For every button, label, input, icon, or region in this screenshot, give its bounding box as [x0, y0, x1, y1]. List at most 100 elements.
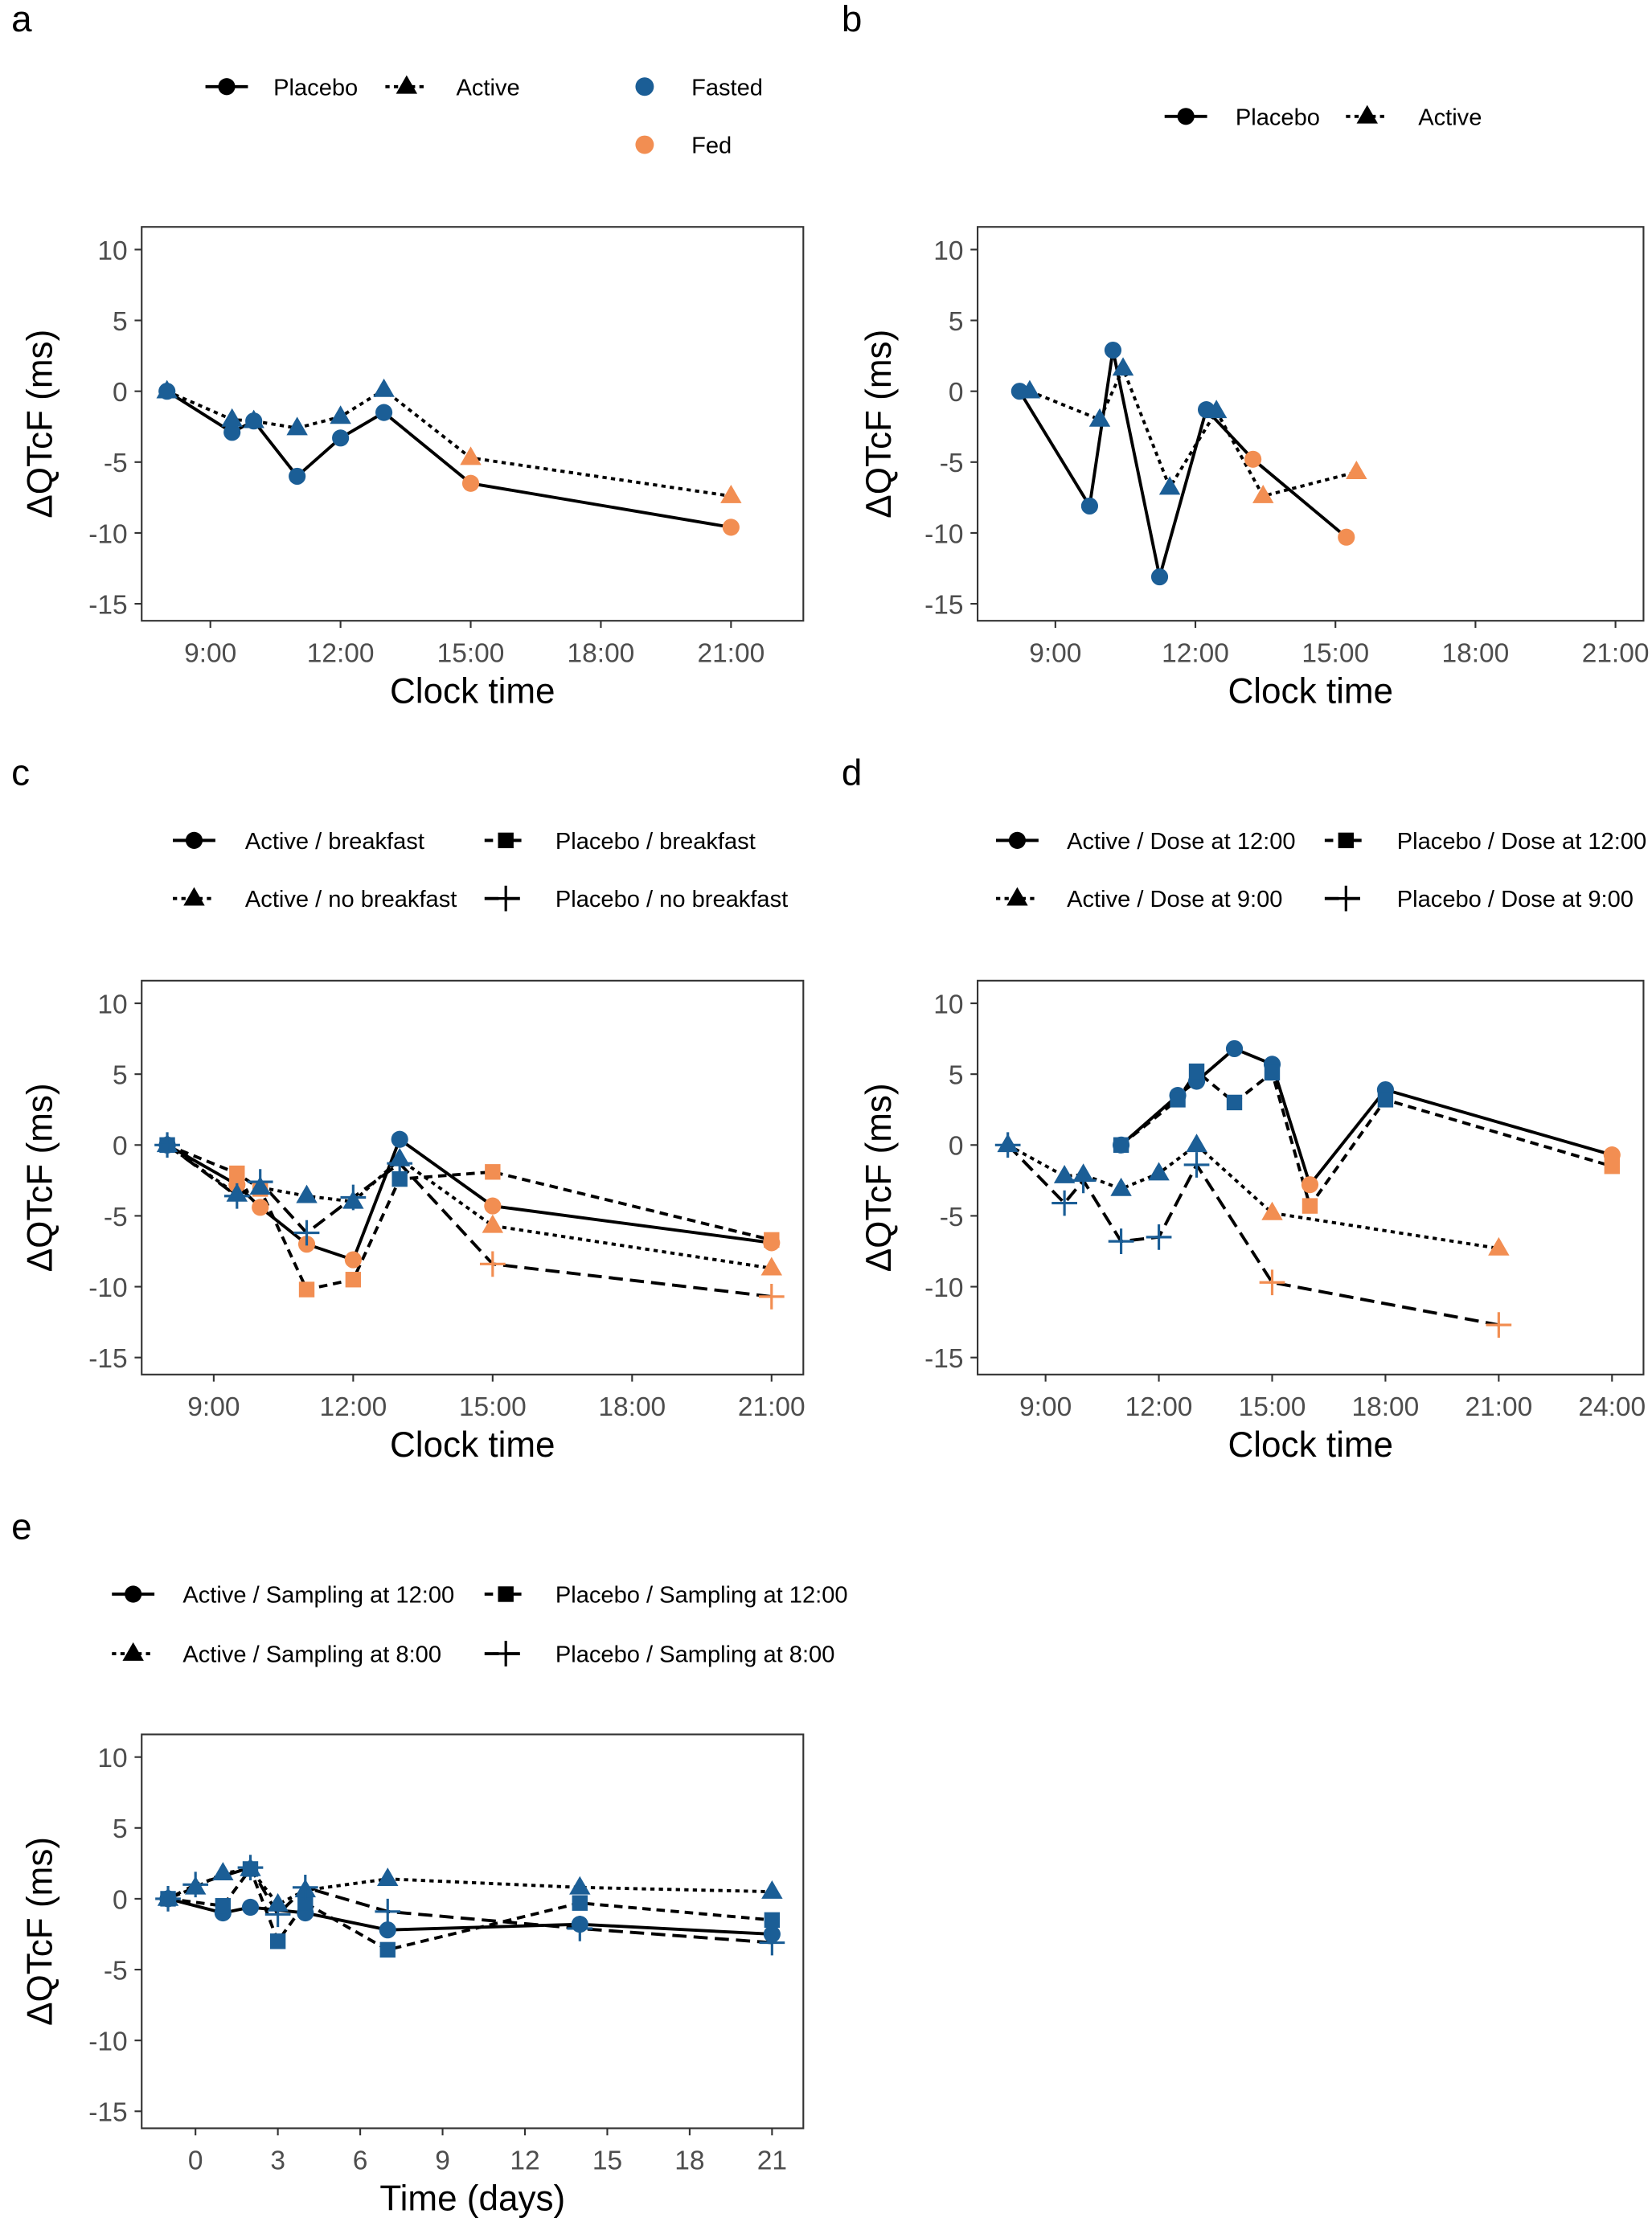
x-tick-label: 12:00 [319, 1392, 387, 1422]
data-point [567, 1916, 593, 1941]
data-point [292, 1874, 318, 1900]
color-legend-item: Fasted [635, 75, 763, 100]
data-point [212, 1862, 234, 1881]
legend-item: Active / no breakfast [173, 887, 457, 912]
legend-key-marker [1177, 108, 1195, 125]
y-tick-label: -10 [88, 1273, 127, 1303]
data-point [223, 424, 241, 441]
panel-e: e 10 5 0 -5 -10 -15 0 3 6 9 12 15 18 21 Time (days) ΔQTc… [11, 1506, 847, 2218]
data-point [1146, 1224, 1172, 1250]
series-line [166, 387, 732, 498]
data-point [482, 1214, 504, 1233]
data-point [264, 1901, 291, 1928]
legend-label: Placebo [1236, 105, 1320, 130]
data-point [720, 485, 742, 503]
data-point [461, 474, 480, 492]
data-point [330, 405, 351, 424]
data-point [1264, 1064, 1281, 1081]
x-tick-label: 15:00 [1239, 1392, 1306, 1422]
x-tick-label: 3 [270, 2146, 285, 2176]
y-tick-label: -10 [924, 519, 963, 549]
data-point [229, 1165, 245, 1182]
legend-label: Active [457, 75, 520, 100]
legend-label: Active / breakfast [245, 829, 424, 855]
x-tick-label: 18:00 [598, 1392, 666, 1422]
legend-key-marker [1006, 887, 1028, 906]
data-point [1205, 400, 1228, 419]
data-point [269, 1933, 286, 1949]
legend-label: Fed [691, 133, 732, 159]
data-point [764, 1232, 780, 1248]
panel-a: a 10 5 0 -5 -10 -15 9:00 12:00 15:00 18:00 21:00 Clo… [11, 0, 805, 711]
data-point [252, 1199, 269, 1216]
y-tick-label: 5 [113, 1061, 128, 1091]
legend-key-marker [122, 1642, 144, 1661]
panel-letter: a [11, 0, 32, 39]
legend-item: Active / Sampling at 8:00 [112, 1642, 441, 1668]
color-legend-item: Fed [635, 133, 732, 159]
y-tick-label: 10 [933, 236, 963, 266]
series-line [167, 1865, 773, 1945]
data-point [332, 429, 350, 447]
data-point [1486, 1312, 1512, 1338]
legend-key-marker [218, 78, 236, 96]
y-tick-label: -10 [88, 519, 127, 549]
x-tick-label: 18 [674, 2146, 704, 2176]
legend-label: Placebo / breakfast [555, 829, 756, 855]
y-tick-label: -5 [940, 449, 964, 478]
data-point [1252, 485, 1274, 503]
data-point [345, 1272, 362, 1288]
data-point [1259, 1269, 1285, 1296]
legend-key-marker [396, 75, 418, 94]
legend-item: Placebo / Dose at 9:00 [1324, 885, 1634, 912]
legend-label: Active / Dose at 12:00 [1067, 829, 1295, 855]
y-tick-label: -10 [924, 1273, 963, 1303]
x-tick-label: 21:00 [1465, 1392, 1532, 1422]
data-point [296, 1184, 318, 1203]
data-point [298, 1281, 315, 1298]
legend-item: Active [385, 75, 520, 100]
legend-label: Placebo [273, 75, 358, 100]
legend-color-dot [635, 135, 654, 154]
x-tick-label: 24:00 [1578, 1392, 1646, 1422]
x-tick-label: 9 [435, 2146, 450, 2176]
panel-letter: e [11, 1506, 31, 1547]
legend-key-marker [1333, 885, 1359, 912]
data-point [344, 1251, 362, 1269]
data-point [1170, 1092, 1186, 1108]
data-point [377, 1867, 399, 1887]
data-point [379, 1921, 396, 1939]
legend-item: Placebo / Dose at 12:00 [1324, 829, 1646, 855]
legend-item: Active / breakfast [173, 829, 424, 855]
x-tick-label: 18:00 [568, 638, 635, 668]
data-point [387, 1150, 413, 1177]
legend-label: Active / Dose at 9:00 [1067, 887, 1282, 912]
data-point [1604, 1158, 1620, 1175]
y-axis-title: ΔQTcF (ms) [21, 330, 60, 519]
x-tick-label: 9:00 [187, 1392, 240, 1422]
y-tick-label: 0 [113, 1885, 128, 1915]
x-tick-label: 0 [188, 2146, 203, 2176]
data-point [289, 467, 306, 486]
panel-letter: c [11, 752, 30, 793]
x-axis-title: Clock time [390, 1425, 555, 1465]
data-point [1070, 1167, 1097, 1194]
legend-key-marker [498, 832, 514, 849]
data-point [1158, 476, 1181, 495]
plot-frame [977, 226, 1645, 622]
x-tick-label: 12:00 [1125, 1392, 1193, 1422]
data-point [1150, 568, 1169, 586]
y-axis-title: ΔQTcF (ms) [859, 330, 899, 519]
legend-key-marker [183, 887, 205, 906]
data-point [759, 1929, 785, 1956]
y-tick-label: 0 [949, 378, 964, 408]
data-point [1302, 1198, 1318, 1214]
data-point [1019, 379, 1041, 399]
legend-item: Placebo [205, 75, 358, 100]
series-line [1006, 1143, 1499, 1327]
x-tick-label: 21:00 [1582, 638, 1650, 668]
x-tick-label: 15:00 [459, 1392, 527, 1422]
y-tick-label: 5 [949, 1061, 964, 1091]
legend-item: Placebo / no breakfast [484, 885, 788, 912]
